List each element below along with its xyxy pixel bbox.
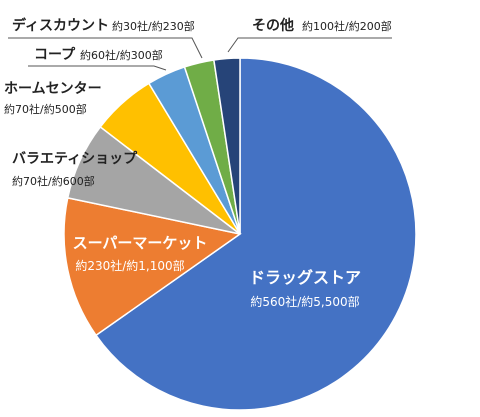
slice-label-other: その他: [252, 17, 294, 34]
slice-value-supermarket: 約230社/約1,100部: [75, 258, 184, 273]
slice-label-coop: コープ: [34, 47, 76, 63]
slice-value-homecenter: 約70社/約500部: [4, 102, 87, 116]
leader-lines: [8, 37, 392, 71]
slice-label-drugstore: ドラッグストア: [249, 268, 361, 287]
slice-value-drugstore: 約560社/約5,500部: [250, 294, 359, 309]
slice-value-other: 約100社/約200部: [302, 19, 392, 33]
leader-line-other: [227, 37, 392, 53]
slice-value-discount: 約30社/約230部: [112, 19, 195, 33]
slice-value-coop: 約60社/約300部: [80, 48, 163, 62]
slice-label-supermarket: スーパーマーケット: [73, 234, 208, 252]
slice-label-homecenter: ホームセンター: [4, 81, 102, 97]
pie-slice-other: [213, 57, 241, 235]
slice-label-discount: ディスカウント: [12, 17, 109, 34]
pie-slices: [63, 57, 417, 411]
pie-slice-supermarket: [63, 196, 242, 337]
slice-value-variety: 約70社/約600部: [12, 174, 95, 188]
pie-slice-drugstore: [95, 57, 417, 411]
leader-line-discount: [8, 37, 203, 59]
slice-label-variety: バラエティショップ: [12, 151, 138, 167]
leader-line-coop: [28, 65, 167, 71]
